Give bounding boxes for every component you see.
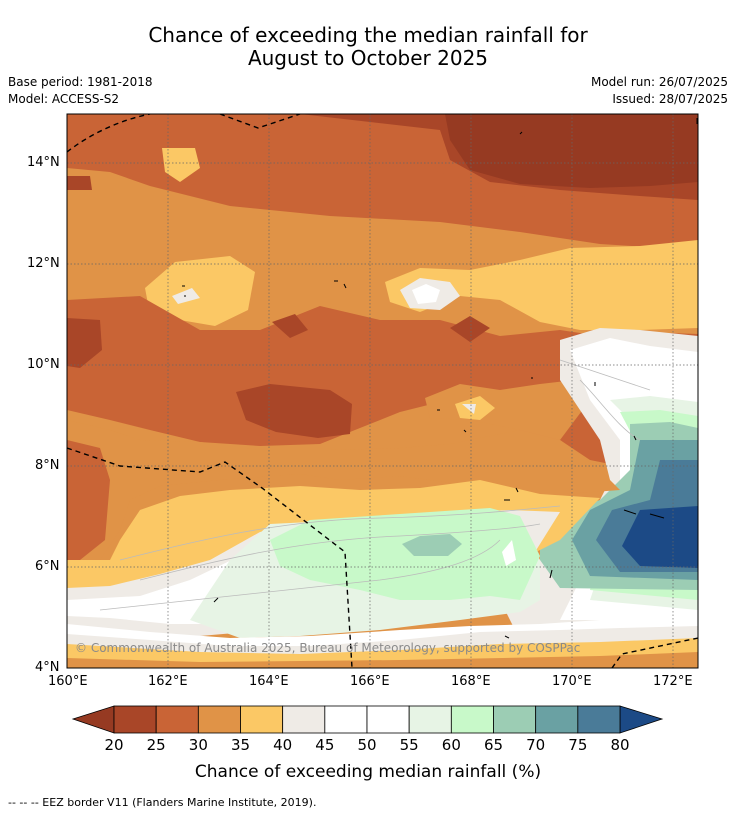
- model-run-label: Model run: 26/07/2025: [590, 75, 728, 89]
- lat-tick-14: 14°N: [27, 155, 60, 170]
- lon-tick-160: 160°E: [48, 674, 88, 689]
- lon-tick-162: 162°E: [148, 674, 188, 689]
- colorbar-swatch: [450, 705, 494, 734]
- colorbar-swatch: [282, 705, 326, 734]
- map-title-line1: Chance of exceeding the median rainfall …: [148, 23, 588, 47]
- colorbar-high-arrow: [619, 705, 664, 734]
- issued-label: Issued: 28/07/2025: [612, 92, 728, 106]
- eez-border: [67, 114, 698, 668]
- lat-tick-4: 4°N: [35, 660, 60, 675]
- colorbar-swatch: [197, 705, 241, 734]
- lat-tick-6: 6°N: [35, 559, 60, 574]
- colorbar-tick-label: 45: [315, 736, 335, 754]
- colorbar-tick-label: 40: [273, 736, 293, 754]
- colorbar-tick-label: 75: [568, 736, 588, 754]
- colorbar-swatch: [240, 705, 284, 734]
- colorbar-swatch: [493, 705, 537, 734]
- lat-tick-8: 8°N: [35, 458, 60, 473]
- colorbar-low-arrow: [71, 705, 115, 734]
- colorbar-tick-label: 70: [526, 736, 546, 754]
- map-title-line2: August to October 2025: [247, 46, 489, 70]
- map-frame: [66, 113, 699, 669]
- lat-tick-12: 12°N: [27, 256, 60, 271]
- colorbar-tick-label: 30: [188, 736, 208, 754]
- lon-tick-168: 168°E: [451, 674, 491, 689]
- copyright-text: © Commonwealth of Australia 2025, Bureau…: [75, 641, 581, 655]
- colorbar-tick-label: 55: [399, 736, 419, 754]
- colorbar-tick-label: 80: [610, 736, 630, 754]
- colorbar-swatch: [577, 705, 621, 734]
- lon-tick-172: 172°E: [653, 674, 693, 689]
- lon-tick-166: 166°E: [350, 674, 390, 689]
- colorbar-tick-label: 65: [483, 736, 504, 754]
- colorbar-tick-label: 60: [441, 736, 461, 754]
- lon-tick-170: 170°E: [552, 674, 592, 689]
- base-period-label: Base period: 1981-2018: [8, 75, 153, 89]
- colorbar-tick-label: 25: [146, 736, 166, 754]
- colorbar-swatch: [408, 705, 452, 734]
- colorbar-swatch: [324, 705, 368, 734]
- eez-footnote: -- -- -- EEZ border V11 (Flanders Marine…: [8, 796, 317, 809]
- colorbar-swatch: [155, 705, 199, 734]
- colorbar-swatch: [113, 705, 157, 734]
- colorbar-tick-label: 20: [104, 736, 124, 754]
- colorbar-tick-label: 50: [357, 736, 377, 754]
- colorbar: [71, 705, 664, 734]
- lon-tick-164: 164°E: [249, 674, 289, 689]
- colorbar-swatch: [535, 705, 579, 734]
- lat-tick-10: 10°N: [27, 357, 60, 372]
- colorbar-tick-label: 35: [230, 736, 251, 754]
- model-label: Model: ACCESS-S2: [8, 92, 120, 106]
- colorbar-swatch: [366, 705, 410, 734]
- colorbar-title: Chance of exceeding median rainfall (%): [194, 762, 542, 782]
- rainfall-contours: [67, 114, 698, 668]
